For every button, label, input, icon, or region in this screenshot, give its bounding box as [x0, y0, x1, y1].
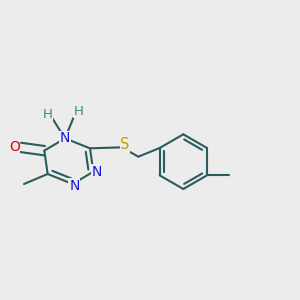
Text: H: H: [43, 107, 52, 121]
Text: N: N: [60, 131, 70, 145]
Text: N: N: [92, 165, 102, 179]
Text: O: O: [9, 140, 20, 154]
Text: H: H: [74, 104, 84, 118]
Text: S: S: [120, 137, 130, 152]
Text: N: N: [69, 179, 80, 193]
